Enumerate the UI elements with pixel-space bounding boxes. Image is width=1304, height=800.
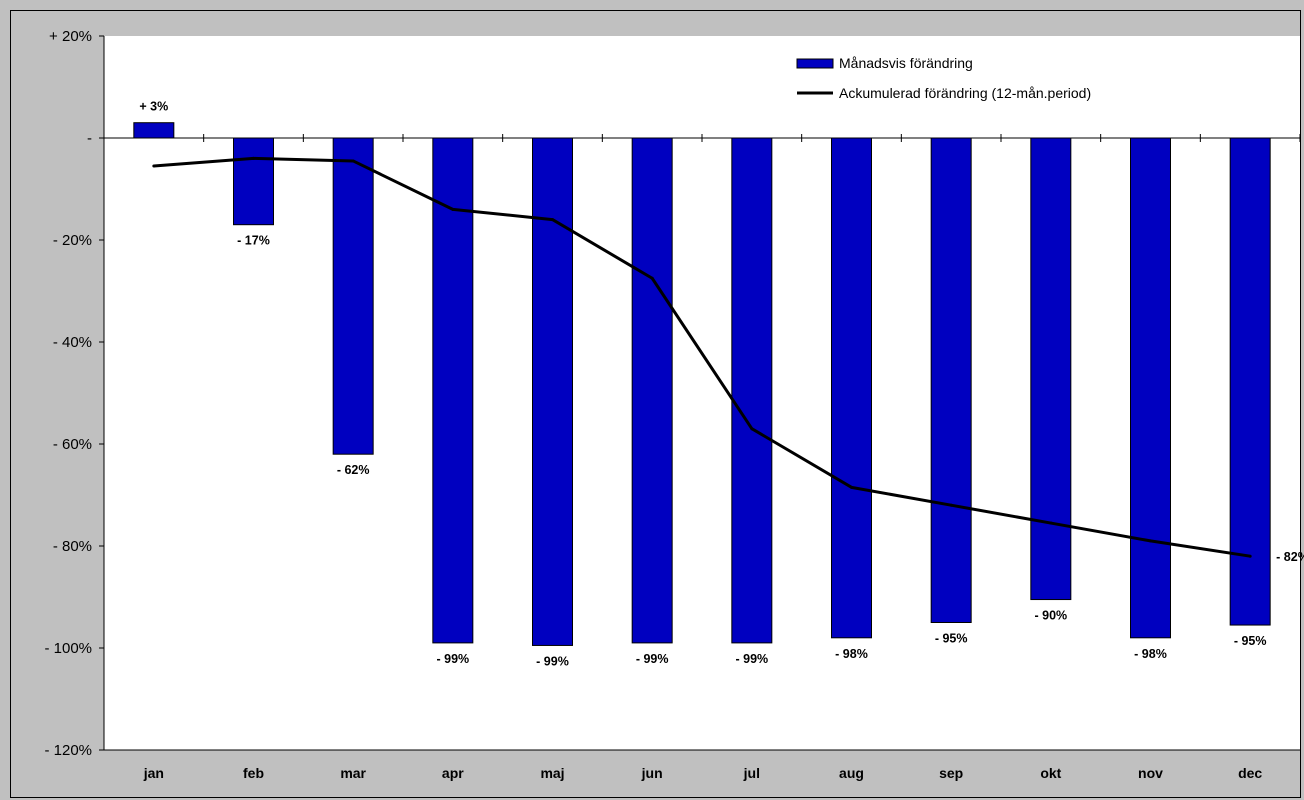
x-tick-label: dec: [1238, 765, 1262, 781]
line-point: [1248, 554, 1252, 558]
line-point: [252, 156, 255, 160]
bar: [432, 137, 474, 644]
x-tick-label: jun: [641, 765, 663, 781]
bar: [831, 137, 872, 639]
bar-data-label: - 99%: [736, 652, 769, 666]
x-tick-label: okt: [1040, 765, 1061, 781]
bar: [1030, 137, 1072, 601]
line-point: [949, 503, 953, 507]
bar-data-label: - 99%: [636, 652, 669, 666]
line-point: [451, 207, 455, 211]
bar-data-label: - 17%: [237, 234, 270, 248]
line-point: [850, 485, 853, 489]
x-tick-label: aug: [839, 765, 864, 781]
plot-area: [104, 36, 1300, 750]
y-tick-label: + 20%: [49, 28, 92, 45]
bar: [332, 137, 374, 455]
x-tick-label: nov: [1138, 765, 1163, 781]
legend: Månadsvis förändring Ackumulerad förändri…: [796, 55, 1091, 101]
bar: [1229, 137, 1271, 626]
line-point: [1049, 521, 1053, 525]
bar-data-label: - 98%: [1134, 647, 1167, 661]
chart-area-border: [10, 10, 1301, 798]
bar-data-label: - 99%: [437, 652, 470, 666]
bar: [731, 137, 773, 644]
legend-label: Månadsvis förändring: [839, 55, 973, 71]
line-point: [650, 276, 654, 280]
bar: [1130, 137, 1171, 639]
legend-label: Ackumulerad förändring (12-mån.period): [839, 85, 1091, 101]
data-labels: + 3% - 17% - 62% - 99% - 99% - 99% - 99% - 98% -…: [139, 100, 1304, 669]
bar-data-label: + 3%: [139, 100, 168, 114]
y-tick-label: - 80%: [53, 538, 92, 555]
y-tick-label: - 120%: [44, 742, 92, 759]
bar-series: [133, 122, 1271, 646]
line-point: [351, 159, 355, 163]
line-point: [152, 164, 156, 168]
y-tick-label: - 100%: [44, 640, 92, 657]
bar: [133, 122, 175, 139]
line-point: [1149, 539, 1152, 543]
bar-data-label: - 98%: [835, 647, 868, 661]
bar: [930, 137, 972, 623]
x-tick-label: apr: [442, 765, 464, 781]
x-tick-label: jul: [743, 765, 760, 781]
bar-data-label: - 95%: [935, 632, 968, 646]
y-tick-label: - 20%: [53, 232, 92, 249]
x-tick-label: jan: [143, 765, 164, 781]
x-tick-label: maj: [540, 765, 564, 781]
bar-data-label: - 62%: [337, 463, 370, 477]
axes: + 20% - - 20% - 40% - 60% - 80% - 100% - 120% ja…: [44, 28, 1301, 781]
line-point: [551, 218, 554, 222]
bar: [532, 137, 573, 646]
bar: [233, 137, 274, 226]
y-tick-label: -: [87, 130, 92, 147]
line-path: [153, 156, 1251, 558]
legend-swatch-bar: [796, 58, 834, 69]
bar-data-label: - 95%: [1234, 634, 1267, 648]
bar-data-label: - 90%: [1035, 609, 1068, 623]
x-tick-label: mar: [340, 765, 366, 781]
line-point: [750, 427, 754, 431]
y-tick-label: - 60%: [53, 436, 92, 453]
line-series: [152, 156, 1252, 558]
bar: [631, 137, 673, 644]
line-end-label: - 82%: [1276, 550, 1304, 564]
y-tick-label: - 40%: [53, 334, 92, 351]
x-tick-label: sep: [939, 765, 963, 781]
bar-data-label: - 99%: [536, 654, 569, 668]
x-tick-label: feb: [243, 765, 264, 781]
